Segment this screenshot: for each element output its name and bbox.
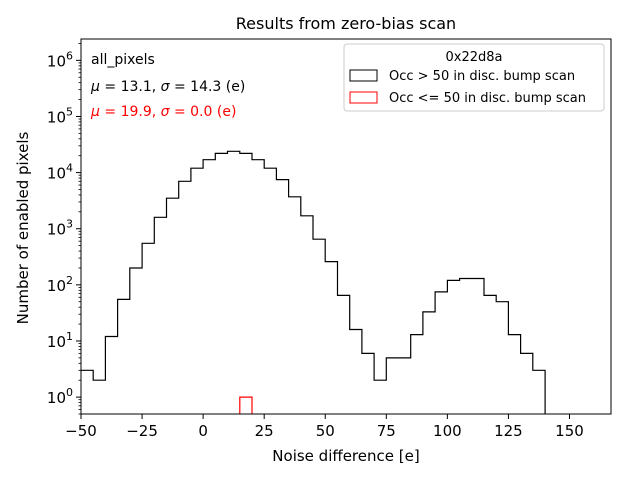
bin-black: [435, 292, 447, 414]
bin-black: [81, 370, 93, 414]
bin-black: [240, 153, 252, 414]
bin-black: [325, 262, 337, 414]
x-tick-label: 150: [555, 422, 584, 440]
bin-black: [362, 353, 374, 414]
axes-frame: [80, 38, 612, 415]
bin-black: [374, 380, 386, 414]
chart-title: Results from zero-bias scan: [236, 14, 456, 33]
stats-annotations: all_pixels μ = 13.1, σ = 14.3 (e) μ = 19…: [90, 52, 245, 120]
stats-red-mu: 19.9: [121, 104, 152, 120]
bin-black: [276, 180, 288, 414]
legend-entry-black: Occ > 50 in disc. bump scan: [389, 69, 575, 84]
x-tick-label: 0: [198, 422, 208, 440]
bin-black: [521, 353, 533, 414]
legend-entry-red: Occ <= 50 in disc. bump scan: [389, 91, 586, 106]
bin-black: [142, 243, 154, 414]
x-tick-label: 125: [494, 422, 523, 440]
bin-black: [411, 335, 423, 414]
stats-red-unit: (e): [217, 104, 237, 120]
x-tick-label: 100: [433, 422, 462, 440]
bin-black: [252, 160, 264, 414]
y-axis-label: Number of enabled pixels: [14, 131, 32, 324]
y-axis-ticks: 100 101 102 103 104 105 106: [47, 43, 81, 415]
bin-black: [533, 370, 545, 414]
bin-red: [239, 396, 253, 414]
annotation-label: all_pixels: [91, 52, 155, 68]
legend-swatch-black: [349, 69, 378, 82]
series-occ-gt-50-outline: [81, 150, 546, 414]
bin-black: [484, 295, 496, 414]
bin-black: [118, 299, 130, 414]
bin-black: [154, 217, 166, 414]
bin-black: [338, 295, 350, 414]
annotation-stats-black: μ = 13.1, σ = 14.3 (e): [90, 79, 245, 95]
x-tick-label: −50: [65, 422, 97, 440]
y-tick-label: 104: [47, 162, 73, 183]
bin-black: [191, 168, 203, 414]
bin-black: [423, 312, 435, 414]
y-tick-label: 103: [47, 218, 73, 239]
bin-black: [228, 151, 240, 414]
plot-area: [81, 150, 546, 415]
legend: 0x22d8a Occ > 50 in disc. bump scan Occ …: [343, 43, 605, 112]
bin-black: [167, 198, 179, 414]
histogram-bins: [81, 150, 546, 415]
x-tick-label: −25: [126, 422, 158, 440]
legend-frame: [343, 43, 605, 112]
x-tick-label: 75: [377, 422, 396, 440]
stats-black-unit: (e): [226, 79, 246, 95]
bin-black: [203, 160, 215, 414]
bin-black: [496, 302, 508, 414]
x-tick-label: 25: [255, 422, 274, 440]
x-tick-label: 50: [316, 422, 335, 440]
bin-black: [313, 239, 325, 414]
bin-black: [264, 168, 276, 414]
bin-black: [399, 358, 411, 414]
bin-black: [105, 337, 117, 415]
bin-black: [179, 181, 191, 414]
y-tick-label: 100: [47, 386, 73, 407]
stats-black-sigma: 14.3: [190, 79, 221, 95]
bin-black: [447, 280, 459, 414]
stats-black-mu: 13.1: [121, 79, 152, 95]
y-tick-label: 105: [47, 105, 73, 126]
bin-black: [460, 279, 472, 415]
bin-black: [301, 216, 313, 414]
y-tick-label: 102: [47, 274, 73, 295]
bin-black: [472, 279, 484, 415]
x-axis-label: Noise difference [e]: [272, 447, 419, 465]
bin-black: [130, 268, 142, 414]
legend-title: 0x22d8a: [446, 50, 503, 65]
legend-swatch-red: [349, 91, 378, 104]
bin-black: [93, 380, 105, 414]
bin-black: [350, 330, 362, 415]
x-axis-ticks: −50 −25 0 25 50 75 100 125 150: [65, 414, 584, 440]
bin-black: [508, 335, 520, 414]
bin-black: [386, 358, 398, 414]
annotation-stats-red: μ = 19.9, σ = 0.0 (e): [90, 104, 236, 120]
y-tick-label: 106: [47, 49, 73, 70]
bin-black: [289, 197, 301, 414]
stats-red-sigma: 0.0: [190, 104, 212, 120]
y-tick-label: 101: [47, 330, 73, 351]
bin-black: [215, 153, 227, 414]
